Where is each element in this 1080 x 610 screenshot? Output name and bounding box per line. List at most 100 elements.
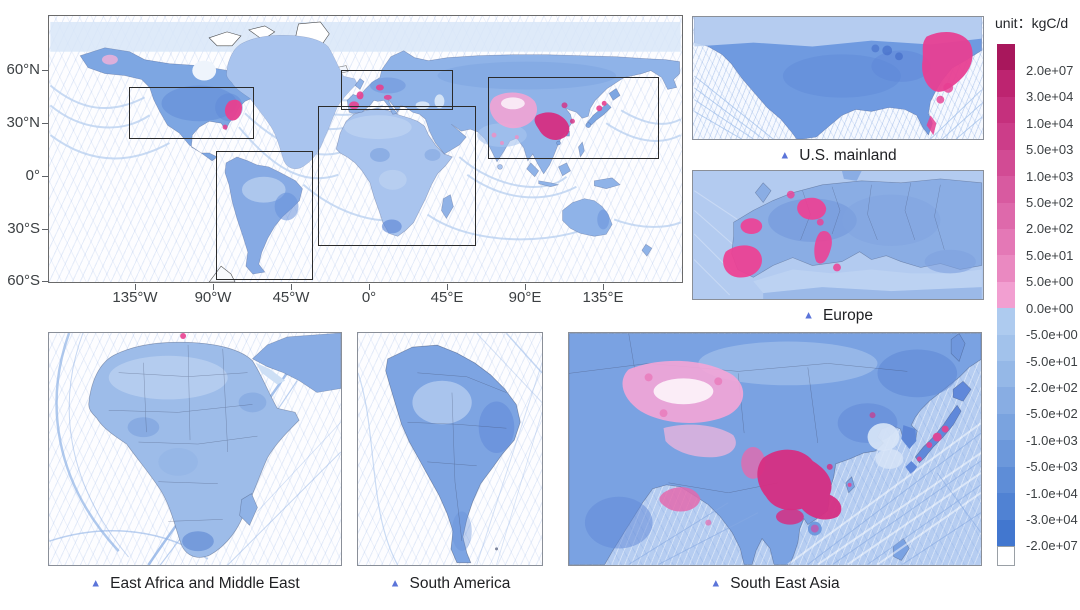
legend-tick-label: -5.0e+01 <box>1026 353 1078 369</box>
x-axis-tick-label: 0° <box>361 289 377 306</box>
y-axis-tick-label: 30°S <box>7 220 40 237</box>
legend-color-segment <box>997 281 1015 309</box>
east-africa-middle-east-panel <box>48 332 342 566</box>
legend-tick-label: -5.0e+02 <box>1026 406 1078 422</box>
legend-tick-label: -2.0e+07 <box>1026 538 1078 554</box>
triangle-marker-icon: ▲ <box>90 577 102 589</box>
south-america-panel <box>357 332 543 566</box>
region-box-east-africa-middle-east <box>318 106 476 246</box>
legend-tick-label: 5.0e+00 <box>1026 274 1074 290</box>
x-axis-tick-label: 45°E <box>430 289 464 306</box>
caption-us-mainland: ▲ U.S. mainland <box>692 146 984 166</box>
south-east-asia-map <box>569 333 981 565</box>
south-east-asia-panel <box>568 332 982 566</box>
sea-hotspots <box>622 360 949 533</box>
triangle-marker-icon: ▲ <box>389 577 401 589</box>
europe-map <box>693 171 983 299</box>
legend-color-segment <box>997 361 1015 388</box>
y-axis-tick-mark <box>42 70 48 71</box>
europe-hotspots <box>723 190 841 278</box>
y-axis-tick-mark <box>42 229 48 230</box>
x-axis-tick-label: 135°W <box>112 289 158 306</box>
world-map <box>49 21 682 282</box>
caption-europe: ▲ Europe <box>692 306 984 326</box>
region-box-south-east-asia <box>488 77 659 159</box>
legend-color-segment <box>997 96 1015 124</box>
legend-color-segment <box>997 493 1015 521</box>
legend-tick-label: 0.0e+00 <box>1026 300 1074 316</box>
legend-tick-label: -5.0e+00 <box>1026 327 1078 343</box>
legend-color-segment <box>997 387 1015 415</box>
east-africa-middle-east-map <box>49 333 341 565</box>
inset-label-south-east-asia: South East Asia <box>730 575 840 592</box>
legend-color-segment <box>997 228 1015 256</box>
legend-color-segment <box>997 334 1015 362</box>
region-box-us-mainland <box>129 87 254 139</box>
x-axis-tick-mark <box>291 284 292 290</box>
legend-tick-label: 3.0e+04 <box>1026 89 1074 105</box>
arctic-track-band <box>50 21 681 52</box>
region-box-south-america <box>216 151 313 280</box>
legend-tick-label: -3.0e+04 <box>1026 512 1078 528</box>
triangle-marker-icon: ▲ <box>779 149 791 161</box>
legend-tick-label: 2.0e+07 <box>1026 62 1074 78</box>
south-america-map <box>358 333 542 565</box>
legend-color-segment <box>997 519 1015 547</box>
y-axis-tick-mark <box>42 281 48 282</box>
legend-tick-label: 5.0e+03 <box>1026 142 1074 158</box>
x-axis-tick-mark <box>603 284 604 290</box>
x-axis-tick-label: 90°E <box>508 289 542 306</box>
x-axis-tick-mark <box>369 284 370 290</box>
y-axis-tick-label: 60°N <box>6 61 40 78</box>
legend-tick-label: -1.0e+03 <box>1026 432 1078 448</box>
triangle-marker-icon: ▲ <box>710 577 722 589</box>
world-hotspots <box>101 54 607 146</box>
inset-label-east-africa-middle-east: East Africa and Middle East <box>110 575 300 592</box>
caption-east-africa-middle-east: ▲ East Africa and Middle East <box>48 574 342 594</box>
legend-color-segment <box>997 202 1015 230</box>
world-map-panel <box>48 15 683 283</box>
europe-panel <box>692 170 984 300</box>
x-axis-tick-label: 135°E <box>582 289 624 306</box>
inset-label-us-mainland: U.S. mainland <box>799 147 897 164</box>
legend-color-segment <box>997 44 1015 71</box>
x-axis-tick-label: 90°W <box>194 289 232 306</box>
y-axis-tick-label: 60°S <box>7 272 40 289</box>
legend-color-segment <box>997 308 1015 336</box>
inset-label-south-america: South America <box>409 575 511 592</box>
legend-color-segment <box>997 440 1015 468</box>
x-axis-tick-label: 45°W <box>272 289 310 306</box>
legend-tick-label: -2.0e+02 <box>1026 379 1078 395</box>
triangle-marker-icon: ▲ <box>803 309 814 321</box>
y-axis-tick-mark <box>42 123 48 124</box>
legend-color-segment <box>997 70 1015 98</box>
legend-color-segment <box>997 149 1015 177</box>
caption-south-america: ▲ South America <box>357 574 543 594</box>
x-axis-tick-mark <box>447 284 448 290</box>
legend-color-segment <box>997 413 1015 441</box>
legend-color-segment <box>997 123 1015 151</box>
y-axis-tick-label: 0° <box>25 167 40 184</box>
legend-tick-label: 1.0e+03 <box>1026 168 1074 184</box>
legend-tick-label: 5.0e+01 <box>1026 247 1074 263</box>
region-box-europe <box>341 70 453 110</box>
inset-label-europe: Europe <box>822 307 873 324</box>
x-axis-tick-mark <box>135 284 136 290</box>
y-axis-tick-mark <box>42 176 48 177</box>
legend-tick-label: -5.0e+03 <box>1026 459 1078 475</box>
africa-hotspot <box>180 333 187 339</box>
legend-color-segment <box>997 466 1015 494</box>
us-mainland-panel <box>692 16 984 140</box>
y-axis-tick-label: 30°N <box>6 114 40 131</box>
legend-color-segment <box>997 255 1015 283</box>
legend-tick-label: 1.0e+04 <box>1026 115 1074 131</box>
caption-south-east-asia: ▲ South East Asia <box>568 574 982 594</box>
legend-below-min-swatch <box>997 545 1015 566</box>
legend-tick-label: -1.0e+04 <box>1026 485 1078 501</box>
us-mainland-map <box>694 17 982 139</box>
x-axis-tick-mark <box>525 284 526 290</box>
x-axis-tick-mark <box>213 284 214 290</box>
legend-color-segment <box>997 176 1015 203</box>
legend-tick-label: 2.0e+02 <box>1026 221 1074 237</box>
